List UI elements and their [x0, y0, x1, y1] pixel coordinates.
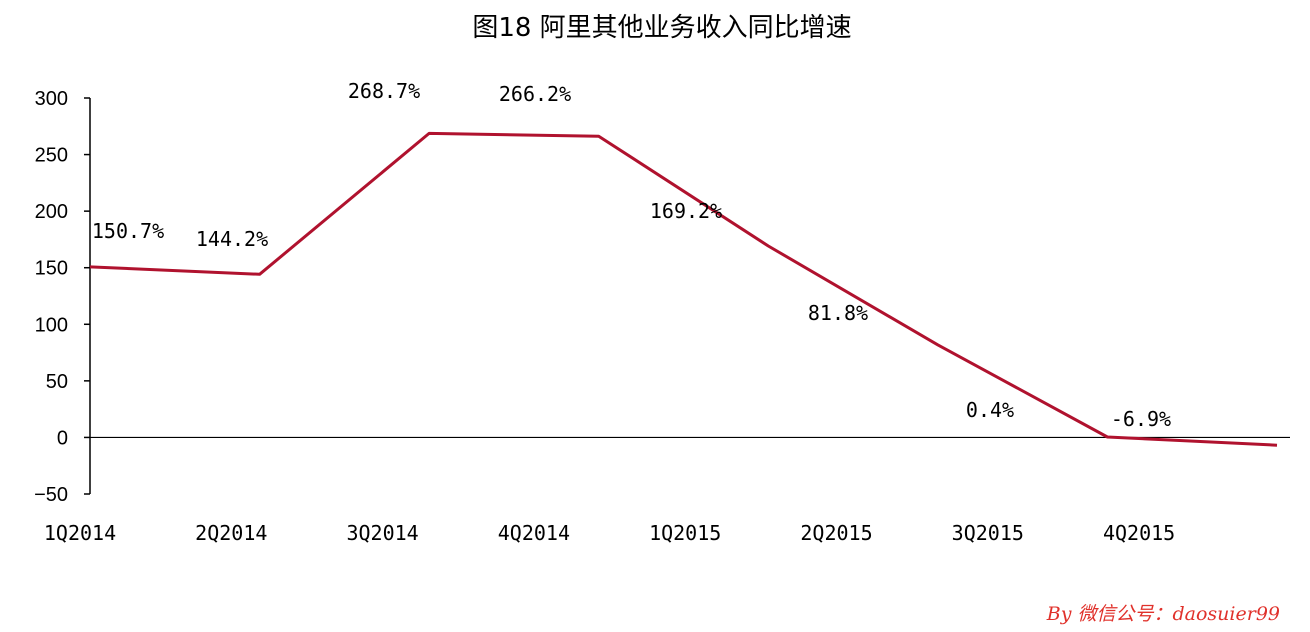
x-tick-label: 4Q2014 [498, 521, 570, 545]
x-tick-label: 2Q2015 [800, 521, 872, 545]
data-labels: 150.7% 144.2% 268.7% 266.2% 169.2% 81.8% 0.4% -… [92, 79, 1171, 431]
y-tick-label: 250 [35, 145, 68, 167]
data-label: 150.7% [92, 219, 164, 243]
y-tick-label: −50 [34, 484, 68, 506]
data-label: 0.4% [966, 398, 1014, 422]
series-line [89, 131, 1278, 447]
data-label: 81.8% [808, 301, 868, 325]
data-label: -6.9% [1111, 407, 1171, 431]
data-label: 268.7% [348, 79, 420, 103]
y-tick-label: 100 [35, 314, 68, 336]
data-label: 144.2% [196, 227, 268, 251]
chart-title: 图18 阿里其他业务收入同比增速 [472, 13, 851, 43]
x-axis: 1Q2014 2Q2014 3Q2014 4Q2014 1Q2015 2Q2015 3Q20… [44, 436, 1290, 545]
x-tick-label: 3Q2014 [346, 521, 418, 545]
x-tick-label: 2Q2014 [195, 521, 267, 545]
x-tick-label: 4Q2015 [1103, 521, 1175, 545]
y-tick-label: 200 [35, 201, 68, 223]
y-tick-label: 50 [46, 371, 68, 393]
x-tick-label: 1Q2015 [649, 521, 721, 545]
y-tick-label: 300 [35, 88, 68, 110]
y-tick-label: 150 [35, 258, 68, 280]
data-label: 169.2% [650, 199, 722, 223]
y-tick-label: 0 [57, 427, 68, 449]
series-layer [89, 131, 1278, 447]
x-tick-label: 3Q2015 [952, 521, 1024, 545]
credit-watermark: By 微信公号：daosuier99 [1046, 603, 1280, 625]
y-axis: 300 250 200 150 100 50 0 −50 [34, 88, 91, 506]
x-tick-label: 1Q2014 [44, 521, 116, 545]
data-label: 266.2% [499, 82, 571, 106]
